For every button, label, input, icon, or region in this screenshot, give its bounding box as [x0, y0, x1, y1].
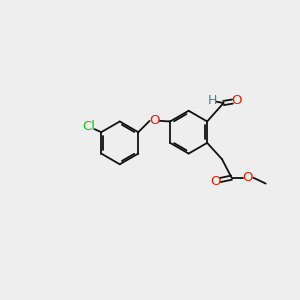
Text: O: O — [231, 94, 241, 106]
Text: H: H — [208, 94, 217, 106]
Text: O: O — [149, 114, 160, 128]
Text: O: O — [243, 171, 253, 184]
Text: Cl: Cl — [82, 120, 95, 133]
Text: O: O — [210, 175, 220, 188]
